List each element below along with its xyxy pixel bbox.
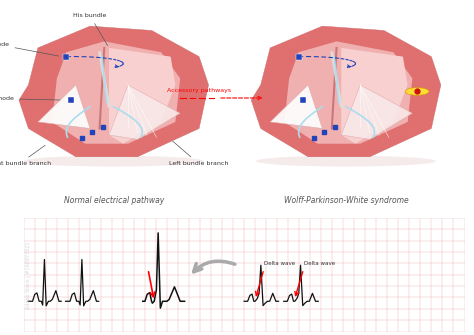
Polygon shape — [38, 85, 90, 129]
Polygon shape — [341, 48, 408, 144]
Polygon shape — [109, 85, 180, 139]
Text: Wolff-Parkinson-White syndrome: Wolff-Parkinson-White syndrome — [283, 196, 409, 205]
Ellipse shape — [24, 156, 204, 166]
Polygon shape — [109, 48, 175, 144]
Polygon shape — [251, 26, 441, 157]
Text: His bundle: His bundle — [73, 13, 108, 46]
Polygon shape — [19, 26, 209, 157]
Polygon shape — [52, 41, 180, 144]
Ellipse shape — [256, 156, 436, 166]
Polygon shape — [341, 85, 412, 139]
Text: Accessory pathways: Accessory pathways — [167, 87, 231, 92]
Text: AV node: AV node — [0, 96, 64, 101]
Text: Right bundle branch: Right bundle branch — [0, 145, 51, 166]
Text: Adobe Stock | #160873521: Adobe Stock | #160873521 — [25, 241, 31, 309]
Text: Normal electrical pathway: Normal electrical pathway — [64, 196, 164, 205]
Text: Left bundle branch: Left bundle branch — [169, 141, 229, 166]
Text: Delta wave: Delta wave — [304, 261, 335, 266]
Ellipse shape — [405, 88, 429, 95]
Text: Delta wave: Delta wave — [264, 261, 295, 266]
Text: SA node: SA node — [0, 42, 59, 56]
Polygon shape — [284, 41, 412, 144]
Polygon shape — [270, 85, 322, 129]
